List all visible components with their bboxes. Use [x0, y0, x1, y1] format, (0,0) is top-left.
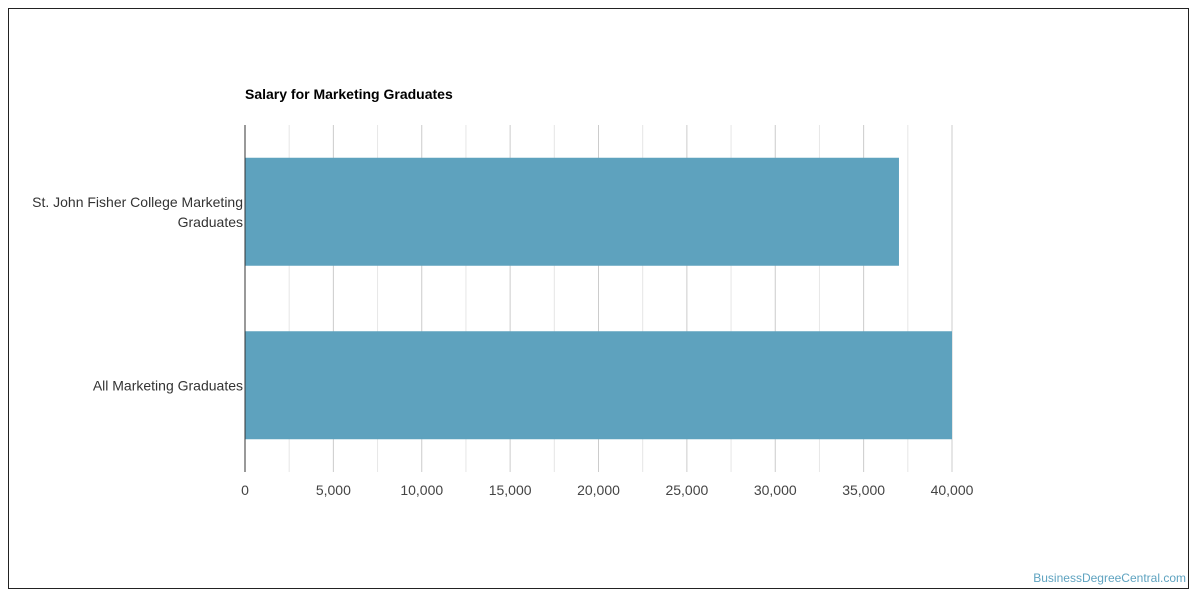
x-tick-label: 10,000: [400, 482, 443, 498]
bar: [245, 157, 899, 266]
x-tick-label: 5,000: [316, 482, 351, 498]
category-label: Graduates: [178, 214, 243, 230]
category-label: All Marketing Graduates: [93, 377, 243, 393]
x-tick-label: 0: [241, 482, 249, 498]
x-tick-label: 20,000: [577, 482, 620, 498]
x-tick-label: 30,000: [754, 482, 797, 498]
x-tick-label: 15,000: [489, 482, 532, 498]
chart-title: Salary for Marketing Graduates: [245, 86, 453, 102]
x-tick-label: 40,000: [931, 482, 974, 498]
category-label: St. John Fisher College Marketing: [32, 194, 243, 210]
x-tick-label: 25,000: [665, 482, 708, 498]
site-watermark[interactable]: BusinessDegreeCentral.com: [1033, 571, 1186, 585]
bar: [245, 331, 952, 440]
x-tick-label: 35,000: [842, 482, 885, 498]
